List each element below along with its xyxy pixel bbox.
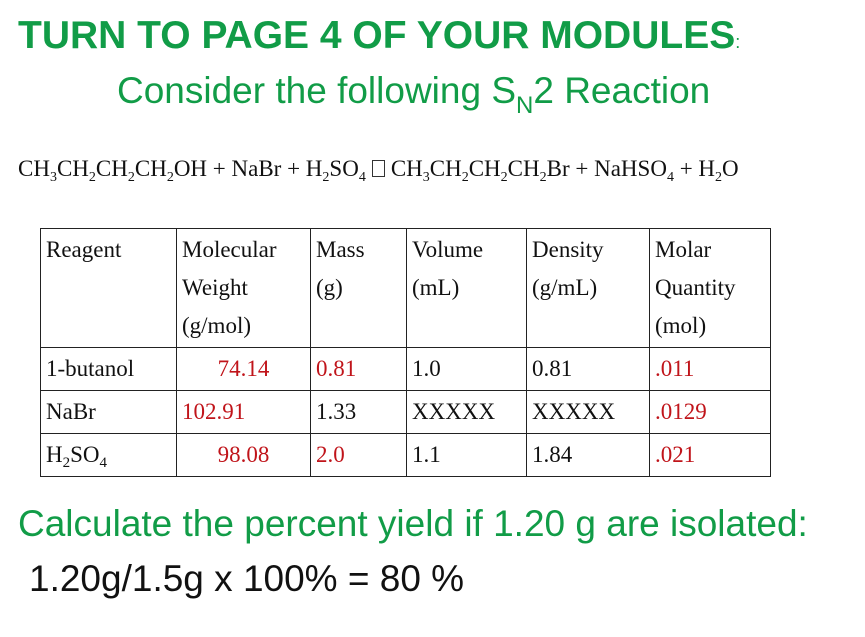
table-row: 1-butanol 74.14 0.81 1.0 0.81 .011 [40,347,771,391]
cell-reagent: 1-butanol [40,347,177,391]
subtitle-sub: N [516,92,534,119]
cell-mw: 98.08 [176,433,311,477]
reaction-subtitle: Consider the following SN2 Reaction [117,70,711,118]
cell-mw: 102.91 [176,390,311,434]
cell-reagent: NaBr [40,390,177,434]
header-molecular-weight: Molecular Weight (g/mol) [176,228,311,348]
heading-colon: : [735,32,741,52]
cell-density: XXXXX [526,390,650,434]
cell-volume: 1.1 [406,433,527,477]
header-density: Density (g/mL) [526,228,650,348]
cell-volume: 1.0 [406,347,527,391]
subtitle-pre: Consider the following S [117,70,516,111]
cell-density: 0.81 [526,347,650,391]
reaction-equation: CH3CH2CH2CH2OH + NaBr + H2SO4 CH3CH2CH2CH… [18,156,739,185]
reagent-table: Reagent Molecular Weight (g/mol) Mass (g) V… [40,228,771,477]
cell-density: 1.84 [526,433,650,477]
cell-volume: XXXXX [406,390,527,434]
subtitle-post: 2 Reaction [533,70,711,111]
cell-molar: .0129 [649,390,771,434]
calculation-question: Calculate the percent yield if 1.20 g ar… [18,503,808,544]
cell-mass: 2.0 [310,433,407,477]
header-volume: Volume (mL) [406,228,527,348]
header-molar-quantity: Molar Quantity (mol) [649,228,771,348]
cell-mass: 0.81 [310,347,407,391]
equation-reactants: CH3CH2CH2CH2OH + NaBr + H2SO4 [18,156,366,185]
cell-mass: 1.33 [310,390,407,434]
table-header-row: Reagent Molecular Weight (g/mol) Mass (g) V… [40,228,771,348]
table-row: H2SO4 98.08 2.0 1.1 1.84 .021 [40,433,771,477]
page-heading: TURN TO PAGE 4 OF YOUR MODULES: [18,14,740,58]
cell-molar: .011 [649,347,771,391]
header-mass: Mass (g) [310,228,407,348]
heading-text: TURN TO PAGE 4 OF YOUR MODULES [18,14,736,57]
header-reagent: Reagent [40,228,177,348]
cell-mw: 74.14 [176,347,311,391]
cell-reagent: H2SO4 [40,433,177,477]
calculation-answer: 1.20g/1.5g x 100% = 80 % [29,558,465,599]
cell-molar: .021 [649,433,771,477]
equation-products: CH3CH2CH2CH2Br + NaHSO4 + H2O [390,156,739,185]
table-row: NaBr 102.91 1.33 XXXXX XXXXX .0129 [40,390,771,434]
missing-arrow-glyph-icon [371,160,385,177]
